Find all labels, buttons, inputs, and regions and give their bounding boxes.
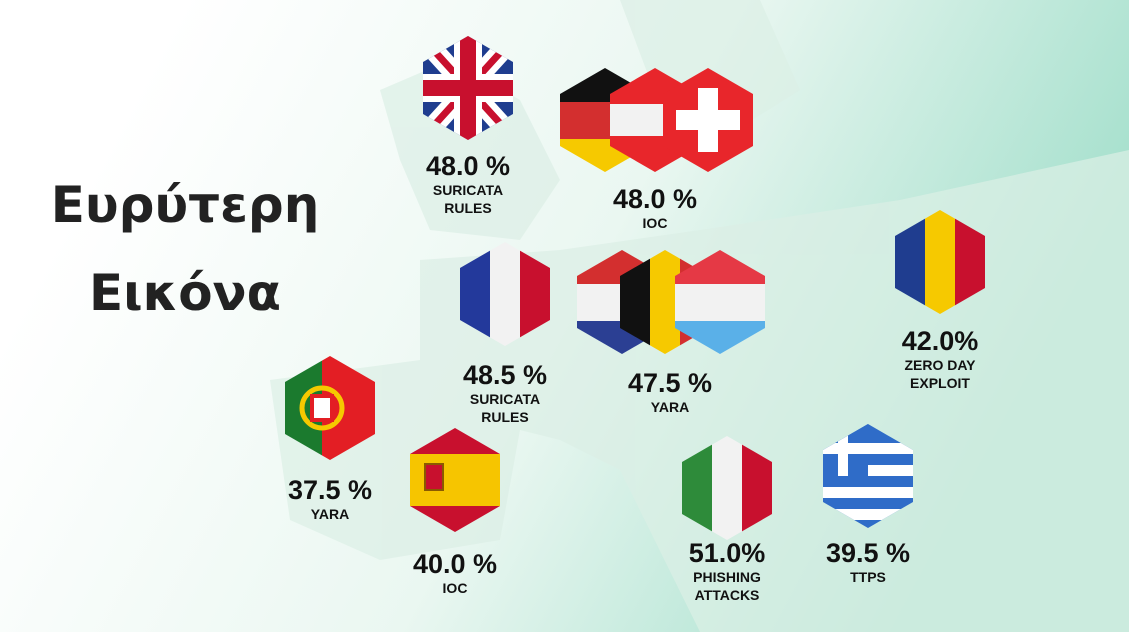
stat-label: RULES xyxy=(481,409,528,425)
stat-label: TTPS xyxy=(850,569,886,585)
stat-label: EXPLOIT xyxy=(910,375,970,391)
stat-value: 48.0 % xyxy=(426,151,510,181)
stat-label: ATTACKS xyxy=(695,587,760,603)
stat-value: 51.0% xyxy=(689,538,766,568)
stat-value: 39.5 % xyxy=(826,538,910,568)
stat-value: 40.0 % xyxy=(413,549,497,579)
stat-value: 37.5 % xyxy=(288,475,372,505)
stat-value: 42.0% xyxy=(902,326,979,356)
stat-value: 48.0 % xyxy=(613,184,697,214)
stat-label: YARA xyxy=(651,399,689,415)
stat-label: IOC xyxy=(643,215,668,231)
title-line: Εικόνα xyxy=(89,264,281,322)
stat-label: PHISHING xyxy=(693,569,761,585)
stat-label: SURICATA xyxy=(433,182,503,198)
stat-label: RULES xyxy=(444,200,491,216)
stat-value: 47.5 % xyxy=(628,368,712,398)
stat-label: IOC xyxy=(443,580,468,596)
stat-label: ZERO DAY xyxy=(904,357,976,373)
title-line: Ευρύτερη xyxy=(51,176,320,234)
stat-value: 48.5 % xyxy=(463,360,547,390)
stat-label: YARA xyxy=(311,506,349,522)
stat-label: SURICATA xyxy=(470,391,540,407)
